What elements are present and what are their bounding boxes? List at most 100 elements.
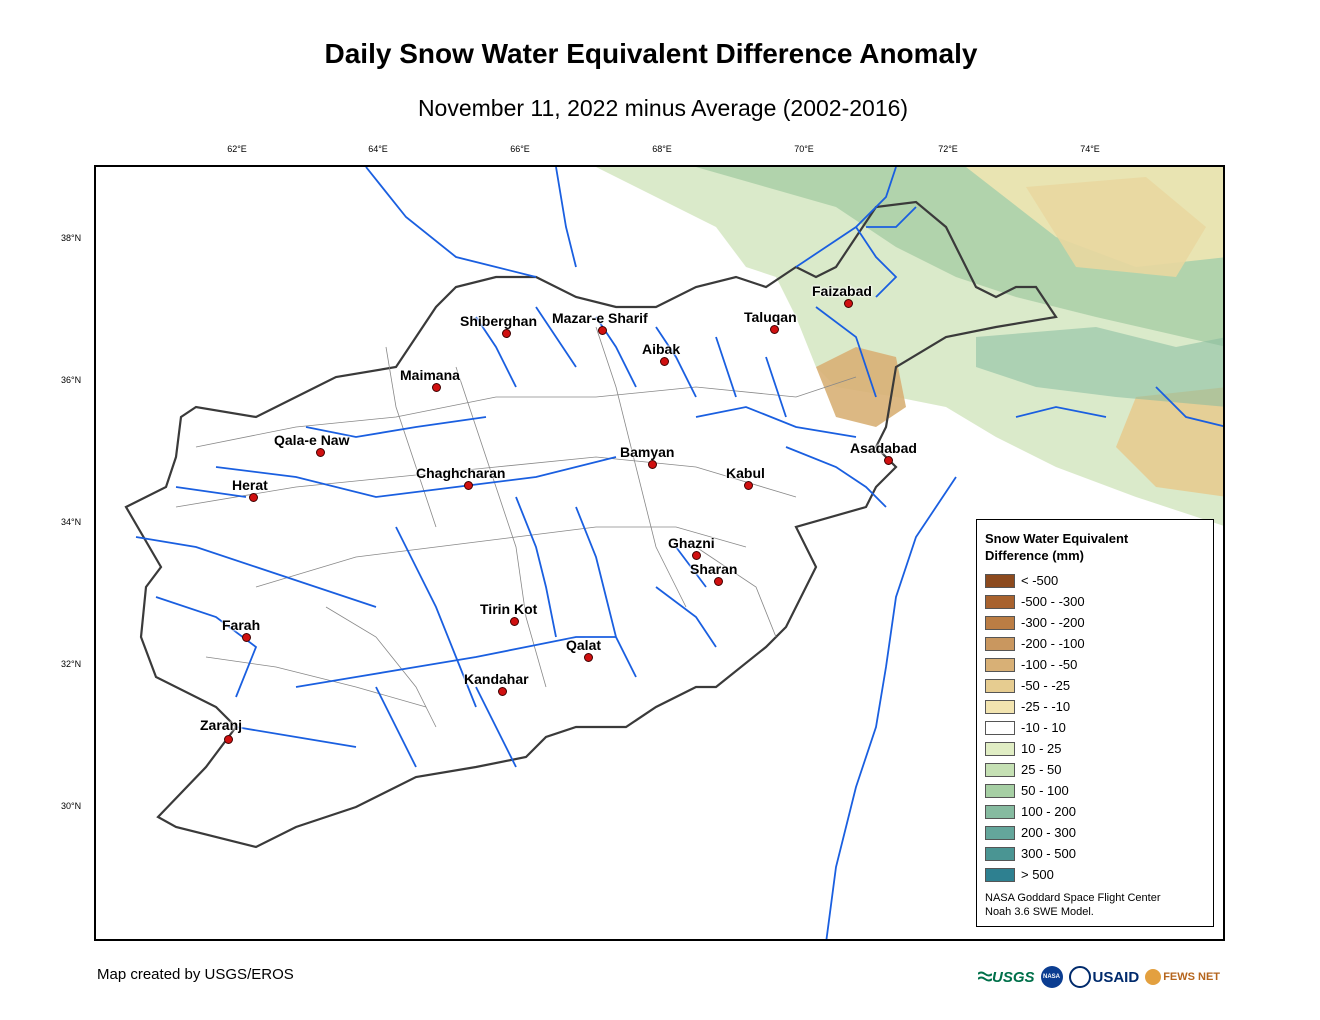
city-label: Mazar-e Sharif xyxy=(552,310,648,326)
city-label: Farah xyxy=(222,617,261,633)
legend-item: -10 - 10 xyxy=(985,717,1205,738)
legend-label: > 500 xyxy=(1021,867,1054,882)
lon-label: 68°E xyxy=(652,144,672,154)
wave-icon xyxy=(978,971,992,982)
legend-title: Snow Water Equivalent Difference (mm) xyxy=(985,531,1129,563)
legend-swatch xyxy=(985,825,1015,840)
lat-label: 32°N xyxy=(61,659,82,669)
map-canvas xyxy=(124,167,1223,939)
legend-label: -200 - -100 xyxy=(1021,636,1085,651)
legend-label: 50 - 100 xyxy=(1021,783,1069,798)
legend-item: -50 - -25 xyxy=(985,675,1205,696)
map-subtitle: November 11, 2022 minus Average (2002-20… xyxy=(417,95,909,121)
city-label: Asadabad xyxy=(850,440,917,456)
city-marker xyxy=(502,329,511,338)
city-label: Tirin Kot xyxy=(480,601,538,617)
lon-label: 62°E xyxy=(227,144,247,154)
city-marker xyxy=(510,617,519,626)
legend-label: 10 - 25 xyxy=(1021,741,1062,756)
city-marker xyxy=(598,326,607,335)
city-marker xyxy=(316,448,325,457)
legend-swatch xyxy=(985,594,1015,609)
legend-item: < -500 xyxy=(985,570,1205,591)
usgs-text: USGS xyxy=(992,968,1035,986)
city-label: Herat xyxy=(232,477,268,493)
lon-label: 72°E xyxy=(938,144,958,154)
legend-swatch xyxy=(985,804,1015,819)
rivers xyxy=(135,167,1223,939)
city-label: Shiberghan xyxy=(460,313,538,329)
map-legend: Snow Water Equivalent Difference (mm) < … xyxy=(976,519,1214,927)
legend-label: -300 - -200 xyxy=(1021,615,1085,630)
lon-label: 70°E xyxy=(794,144,814,154)
city-marker xyxy=(714,577,723,586)
nasa-meatball-icon: NASA xyxy=(1040,966,1063,988)
legend-item: 50 - 100 xyxy=(985,780,1205,801)
lon-label: 64°E xyxy=(368,144,388,154)
legend-item: -300 - -200 xyxy=(985,612,1205,633)
city-marker xyxy=(464,481,473,490)
terrain-shading xyxy=(596,167,1223,526)
city-marker xyxy=(249,493,258,502)
fewsnet-text: FEWS NET xyxy=(1163,971,1221,983)
fewsnet-logo: FEWS NET xyxy=(1145,969,1220,985)
city-label: Sharan xyxy=(690,561,738,577)
legend-label: -50 - -25 xyxy=(1021,678,1071,693)
lat-label: 38°N xyxy=(61,233,82,243)
city-label: Faizabad xyxy=(812,283,872,299)
legend-item: 10 - 25 xyxy=(985,738,1205,759)
legend-item: 200 - 300 xyxy=(985,822,1205,843)
legend-swatch xyxy=(985,720,1015,735)
legend-label: 100 - 200 xyxy=(1021,804,1076,819)
city-marker xyxy=(224,735,233,744)
legend-label: -100 - -50 xyxy=(1021,657,1078,672)
usaid-text: USAID xyxy=(1092,968,1140,986)
legend-label: -25 - -10 xyxy=(1021,699,1071,714)
legend-swatch xyxy=(985,636,1015,651)
legend-item: 25 - 50 xyxy=(985,759,1205,780)
usgs-logo: USGS xyxy=(978,969,1035,986)
map-title: Daily Snow Water Equivalent Difference A… xyxy=(324,38,978,69)
legend-item: -200 - -100 xyxy=(985,633,1205,654)
city-label: Kandahar xyxy=(464,671,529,687)
city-marker xyxy=(648,460,657,469)
legend-label: < -500 xyxy=(1021,573,1059,588)
credit-line: NASA Goddard Space Flight Center xyxy=(985,892,1161,904)
legend-item: > 500 xyxy=(985,864,1205,885)
legend-swatch xyxy=(985,741,1015,756)
nasa-logo: NASA xyxy=(1040,966,1063,988)
city-label: Taluqan xyxy=(744,309,797,325)
legend-swatch xyxy=(985,699,1015,714)
city-label: Qalat xyxy=(566,637,602,653)
city-label: Ghazni xyxy=(668,535,715,551)
city-marker xyxy=(844,299,853,308)
legend-swatch xyxy=(985,657,1015,672)
legend-label: -500 - -300 xyxy=(1021,594,1085,609)
city-label: Kabul xyxy=(726,465,765,481)
legend-swatch xyxy=(985,615,1015,630)
city-label: Zaranj xyxy=(200,717,243,733)
map-frame[interactable]: Faizabad Shiberghan Mazar-e Sharif Taluq… xyxy=(94,165,1225,941)
legend-label: 200 - 300 xyxy=(1021,825,1076,840)
legend-label: 300 - 500 xyxy=(1021,846,1076,861)
legend-item: 300 - 500 xyxy=(985,843,1205,864)
city-label: Maimana xyxy=(400,367,460,383)
legend-swatch xyxy=(985,783,1015,798)
map-credit: Map created by USGS/EROS xyxy=(97,966,294,983)
lat-label: 34°N xyxy=(61,517,82,527)
legend-swatch xyxy=(985,762,1015,777)
legend-item: -100 - -50 xyxy=(985,654,1205,675)
city-label: Aibak xyxy=(642,341,681,357)
lat-label: 36°N xyxy=(61,375,82,385)
legend-item: -25 - -10 xyxy=(985,696,1205,717)
city-marker xyxy=(242,633,251,642)
city-marker xyxy=(744,481,753,490)
city-marker xyxy=(584,653,593,662)
city-marker xyxy=(770,325,779,334)
legend-items: < -500 -500 - -300 -300 - -200 -200 - -1… xyxy=(985,570,1205,885)
city-marker xyxy=(692,551,701,560)
city-marker xyxy=(884,456,893,465)
country-border xyxy=(124,200,1058,849)
usaid-logo: USAID xyxy=(1068,966,1140,988)
globe-icon xyxy=(1145,969,1162,985)
